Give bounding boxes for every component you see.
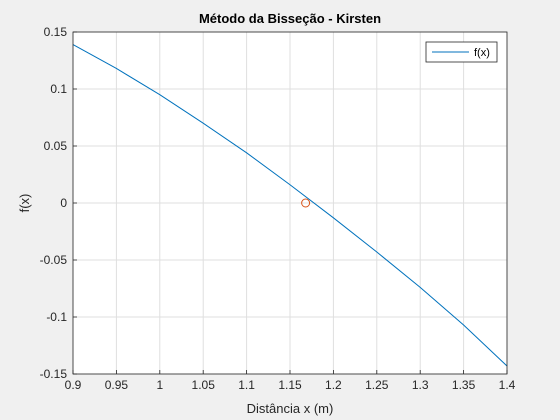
legend-label-f: f(x) [474, 47, 490, 59]
x-tick-label: 1.35 [452, 378, 476, 392]
y-tick-label: -0.1 [46, 310, 67, 324]
chart-title: Método da Bisseção - Kirsten [199, 11, 381, 26]
y-axis-label: f(x) [17, 194, 32, 213]
root-marker [301, 198, 311, 208]
x-tick-label: 1 [156, 378, 163, 392]
ticks: 0.9 0.95 1 1.05 1.1 1.15 1.2 1.25 1.3 1.35 1.4 -0.1… [40, 25, 516, 392]
y-tick-label: 0 [60, 196, 67, 210]
x-tick-label: 1.05 [192, 378, 216, 392]
y-tick-label: 0.15 [44, 25, 68, 39]
x-tick-label: 0.9 [65, 378, 82, 392]
y-tick-label: -0.05 [40, 253, 68, 267]
x-tick-label: 0.95 [105, 378, 129, 392]
x-tick-label: 1.3 [412, 378, 429, 392]
x-tick-label: 1.4 [499, 378, 516, 392]
series-layer [72, 44, 508, 367]
x-tick-label: 1.2 [325, 378, 342, 392]
legend: f(x) [425, 41, 498, 63]
x-axis-label: Distância x (m) [247, 401, 334, 416]
x-tick-label: 1.15 [278, 378, 302, 392]
y-tick-label: -0.15 [40, 367, 68, 381]
x-tick-label: 1.25 [365, 378, 389, 392]
x-tick-label: 1.1 [238, 378, 255, 392]
series-line-f [72, 44, 508, 367]
y-tick-label: 0.1 [50, 82, 67, 96]
y-tick-label: 0.05 [44, 139, 68, 153]
